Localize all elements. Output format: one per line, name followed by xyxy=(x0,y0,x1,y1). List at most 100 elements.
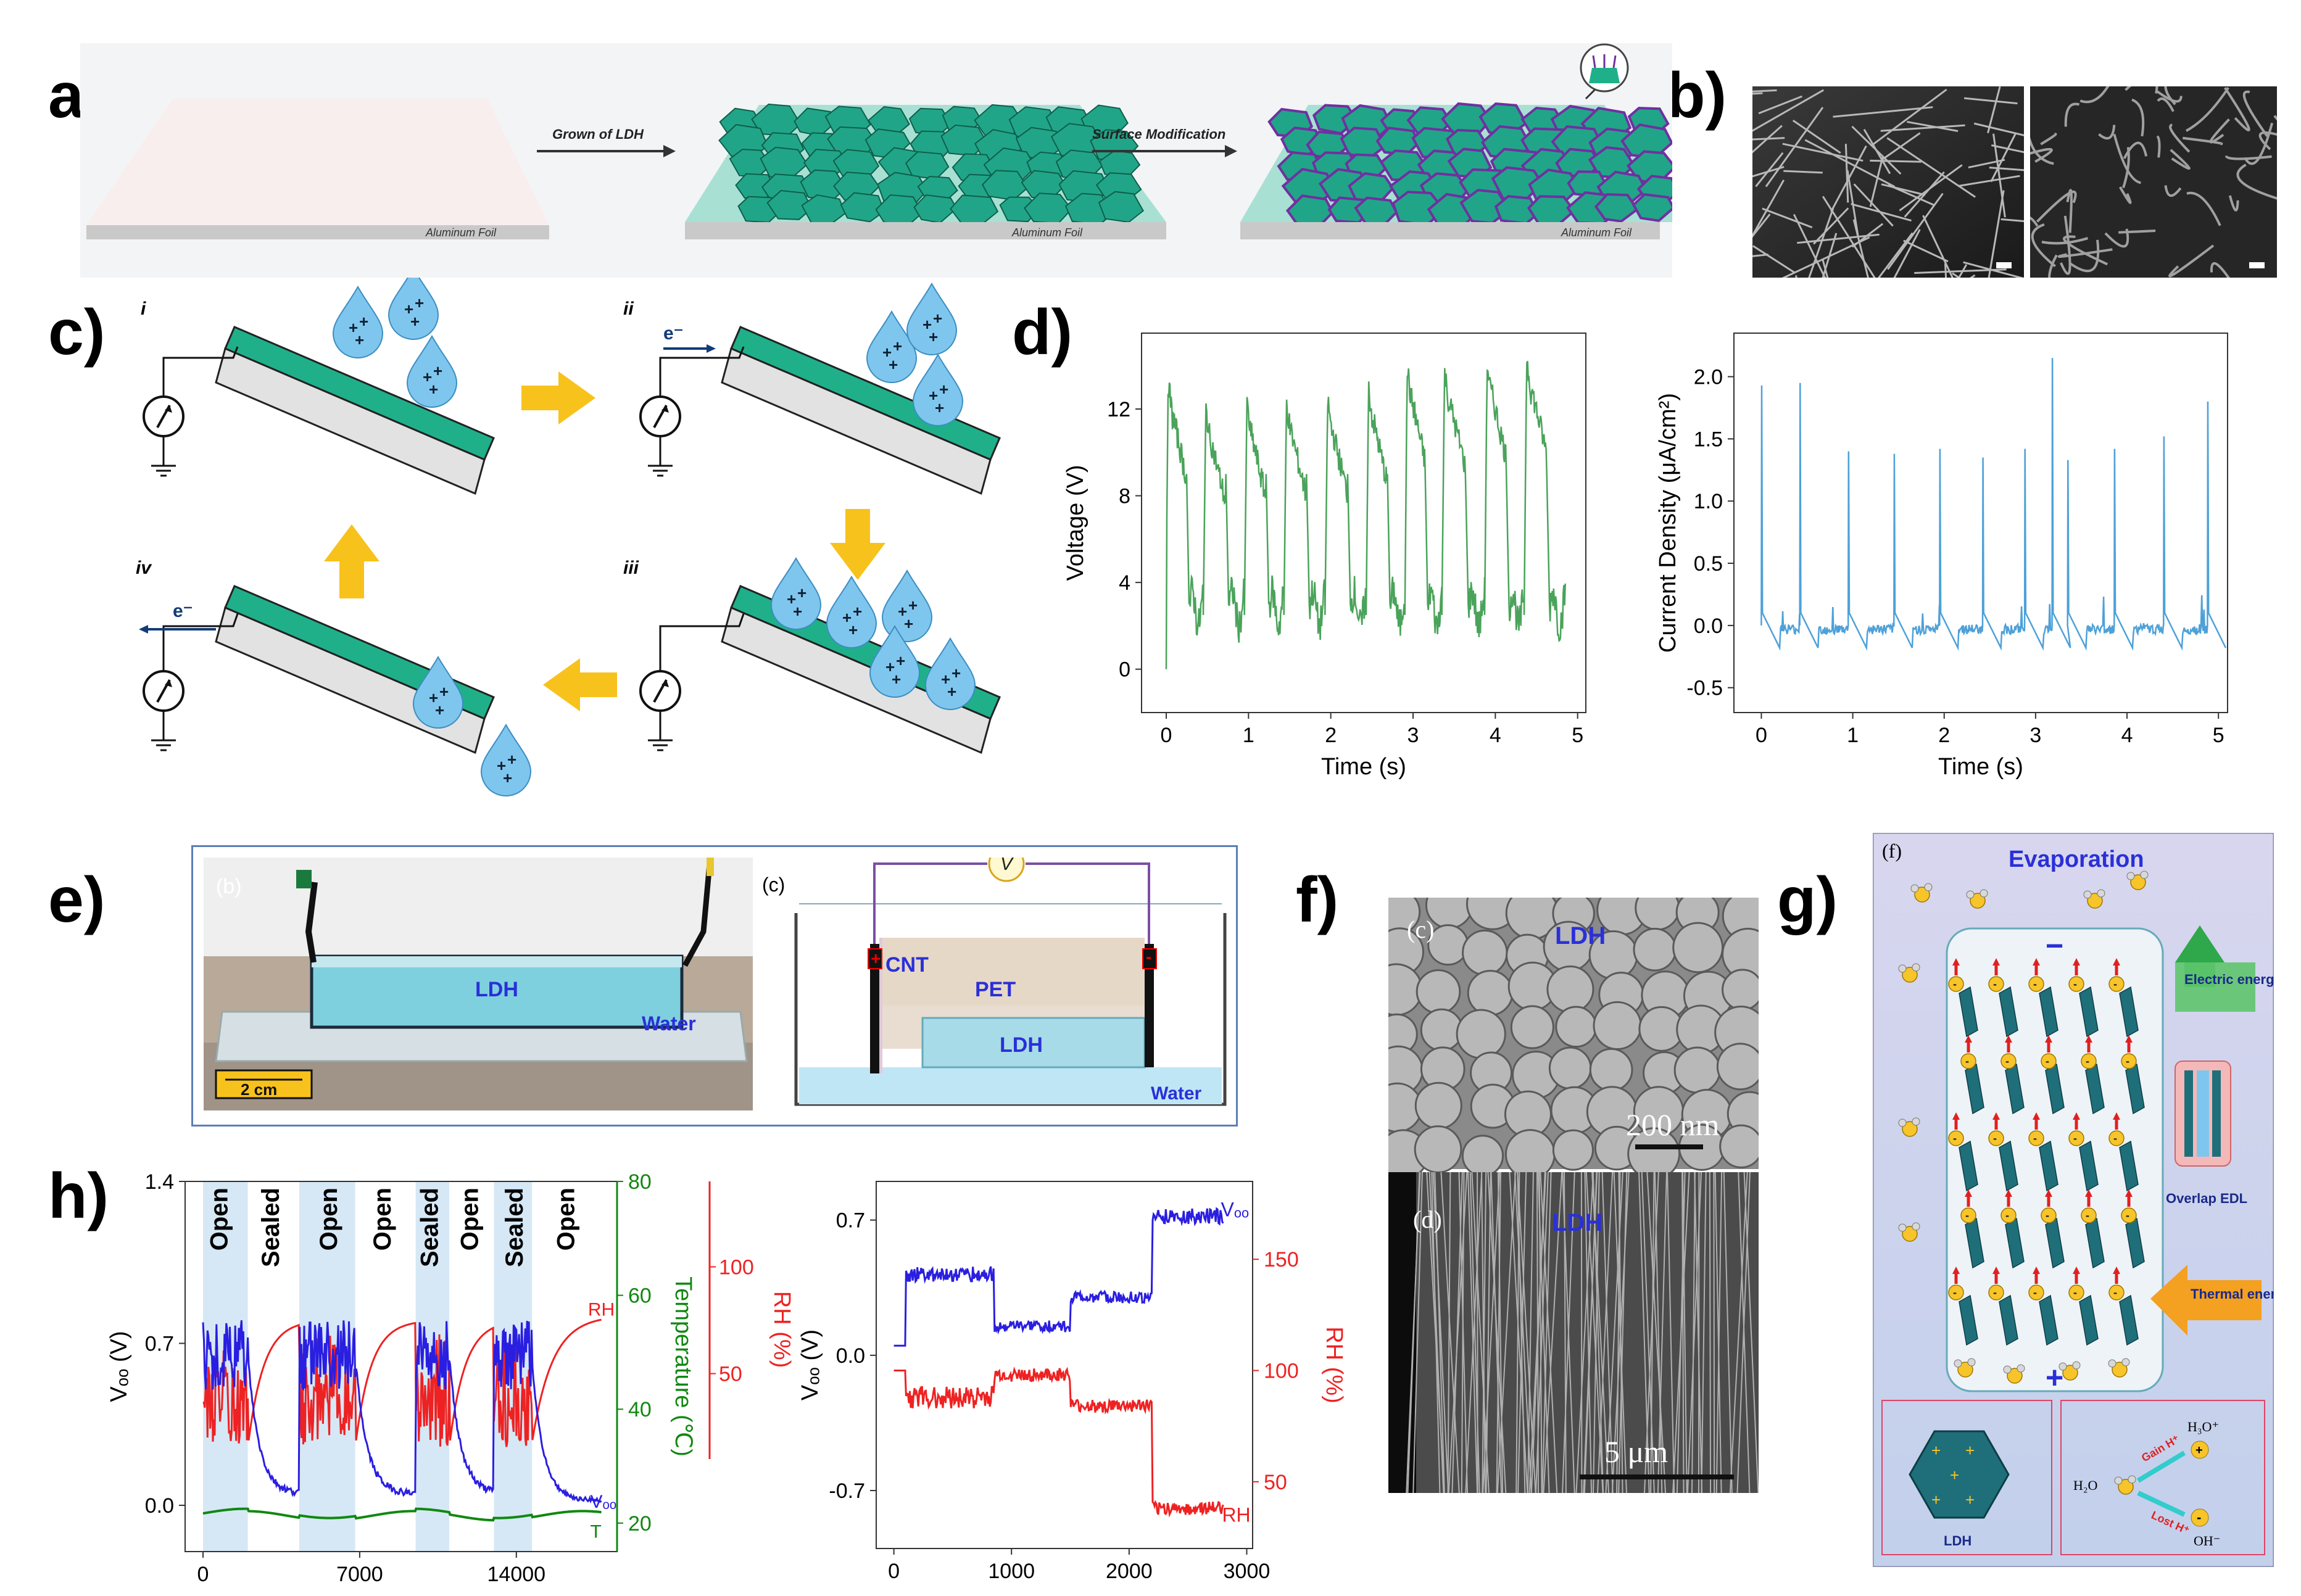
x-axis-label: Time (s) xyxy=(1321,754,1406,780)
sem-image-1 xyxy=(1752,86,2024,278)
plate-iv xyxy=(215,585,495,754)
electrode-minus: - xyxy=(1146,947,1151,966)
temp-series-label: T xyxy=(590,1522,601,1542)
x-tick-label: 5 xyxy=(1572,724,1583,747)
pet-label: PET xyxy=(975,978,1016,1001)
sem-top-tag: (c) xyxy=(1407,916,1434,943)
rh-series-label: RH xyxy=(588,1300,615,1320)
svg-text:-: - xyxy=(2197,1510,2201,1525)
rh-axis-label: RH (%) xyxy=(769,1291,795,1368)
y-tick-label: 1.4 xyxy=(145,1170,174,1194)
ldh-grains xyxy=(1388,898,1759,1181)
y-tick-label: 2.0 xyxy=(1694,366,1723,389)
y-tick-label: -0.5 xyxy=(1686,677,1723,700)
photo-tag: (b) xyxy=(216,875,242,898)
foil-plain xyxy=(86,99,549,225)
thermal-energy-arrow xyxy=(2150,1265,2262,1336)
voc-rh-chart: 0 1000 2000 3000 -0.7 0.0 0.7 Time (s) Vₒₒ (V) 50… xyxy=(797,1181,1347,1592)
x-tick-label: 0 xyxy=(197,1563,209,1586)
svg-text:+: + xyxy=(1965,1441,1975,1460)
y-tick-label: -0.7 xyxy=(829,1479,865,1503)
y-tick-label: 0.5 xyxy=(1694,552,1723,576)
x-axis-label: Time (s) xyxy=(1938,754,2023,780)
scale-bar xyxy=(1996,262,2012,268)
x-tick-label: 3000 xyxy=(1224,1560,1271,1583)
svg-text:+: + xyxy=(1931,1491,1941,1509)
step-modify-label: Surface Modification xyxy=(1092,126,1225,142)
sem-top-scale-label: 200 nm xyxy=(1626,1107,1720,1142)
channel-minus: − xyxy=(2046,928,2063,963)
panel-label-d: d) xyxy=(1012,297,1073,368)
temp-tick-label: 40 xyxy=(628,1398,652,1421)
x-tick-label: 1 xyxy=(1847,724,1859,747)
diagram-tag: (c) xyxy=(762,874,785,896)
voc-trace xyxy=(893,1207,1224,1347)
x-tick-label: 5 xyxy=(2213,724,2224,747)
panel-g-mechanism: - (f) Evaporation − + Electric energy Ov… xyxy=(1873,833,2274,1567)
ldh-modified-platelets xyxy=(1267,102,1672,228)
y-tick-label: 8 xyxy=(1119,485,1130,508)
sem-bottom-label: LDH xyxy=(1552,1209,1602,1236)
meter-iv xyxy=(143,670,184,751)
x-tick-label: 0 xyxy=(888,1560,900,1583)
rh-series-label: RH xyxy=(1222,1504,1250,1526)
cnt-label: CNT xyxy=(885,953,929,977)
x-tick-label: 2000 xyxy=(1106,1560,1153,1583)
rh-tick-label: 100 xyxy=(1264,1360,1299,1383)
panel-h-charts: Open Sealed Open Open Sealed Open Sealed Open 0 7… xyxy=(106,1170,1347,1592)
proton-transfer-box xyxy=(2060,1400,2265,1555)
voltmeter-label: V xyxy=(1000,858,1014,874)
photo-water-label: Water xyxy=(642,1012,696,1035)
ldh-hexagon-icon xyxy=(1909,1430,2010,1519)
open-region xyxy=(203,1181,248,1552)
foil-label-1: Aluminum Foil xyxy=(425,226,497,239)
step-label-iv: iv xyxy=(136,558,152,578)
droplet xyxy=(388,278,439,340)
y-tick-label: 12 xyxy=(1107,398,1130,421)
droplet xyxy=(771,558,821,630)
panel-label-f: f) xyxy=(1296,864,1339,936)
meter-ii xyxy=(639,395,681,477)
temp-tick-label: 80 xyxy=(628,1170,652,1194)
temperature-axis-label: Temperature (℃) xyxy=(670,1276,696,1457)
x-tick-label: 1000 xyxy=(988,1560,1035,1583)
ldh-cross-section xyxy=(1406,1172,1759,1494)
y-tick-label: 0.0 xyxy=(145,1494,174,1518)
lost-arrow xyxy=(2137,1491,2186,1517)
rh-tick-label: 50 xyxy=(719,1363,742,1386)
scale-bar xyxy=(1635,1144,1703,1149)
region-label: Open xyxy=(315,1188,342,1251)
droplet xyxy=(906,283,957,355)
svg-text:+: + xyxy=(2195,1444,2203,1457)
g-tag: (f) xyxy=(1882,840,1902,862)
scale-bar xyxy=(2249,262,2265,268)
y-tick-label: 0.0 xyxy=(1694,614,1723,638)
panel-label-e: e) xyxy=(48,864,106,936)
photo-scale-label: 2 cm xyxy=(241,1080,277,1099)
y-tick-label: 1.0 xyxy=(1694,490,1723,513)
y-tick-label: 4 xyxy=(1119,571,1130,595)
current-density-chart: 0 1 2 3 4 5 -0.5 0.0 0.5 1.0 1.5 2.0 Time (s) Current… xyxy=(1655,333,2228,780)
y-tick-label: 0 xyxy=(1119,658,1130,682)
scale-bar xyxy=(1580,1474,1734,1479)
y-tick-label: 1.5 xyxy=(1694,428,1723,451)
h2o-label: H₂O xyxy=(2073,1478,2097,1493)
sem-top-label: LDH xyxy=(1555,922,1606,949)
droplet xyxy=(333,286,383,358)
foil-label-3: Aluminum Foil xyxy=(1561,226,1632,239)
gain-arrow xyxy=(2136,1450,2186,1483)
step-label-i: i xyxy=(141,299,146,319)
voltmeter-icon xyxy=(988,858,1025,882)
sem-image-2 xyxy=(2030,86,2277,278)
voc-series-label: Vₒₒ xyxy=(1221,1198,1250,1220)
evaporation-label: Evaporation xyxy=(2009,846,2144,872)
ldh-box-label: LDH xyxy=(1944,1533,1971,1548)
droplet xyxy=(913,354,963,426)
ldh-platelets xyxy=(718,103,1144,226)
panel-a-schematic: Aluminum Foil Grown of LDH Aluminum Foil… xyxy=(80,43,1672,278)
panel-c-cycle: + + + i ii e⁻ iv e⁻ iii xyxy=(136,278,1001,796)
svg-text:+: + xyxy=(1931,1441,1941,1460)
foil-label-2: Aluminum Foil xyxy=(1011,226,1083,239)
panel-label-h: h) xyxy=(48,1160,109,1232)
